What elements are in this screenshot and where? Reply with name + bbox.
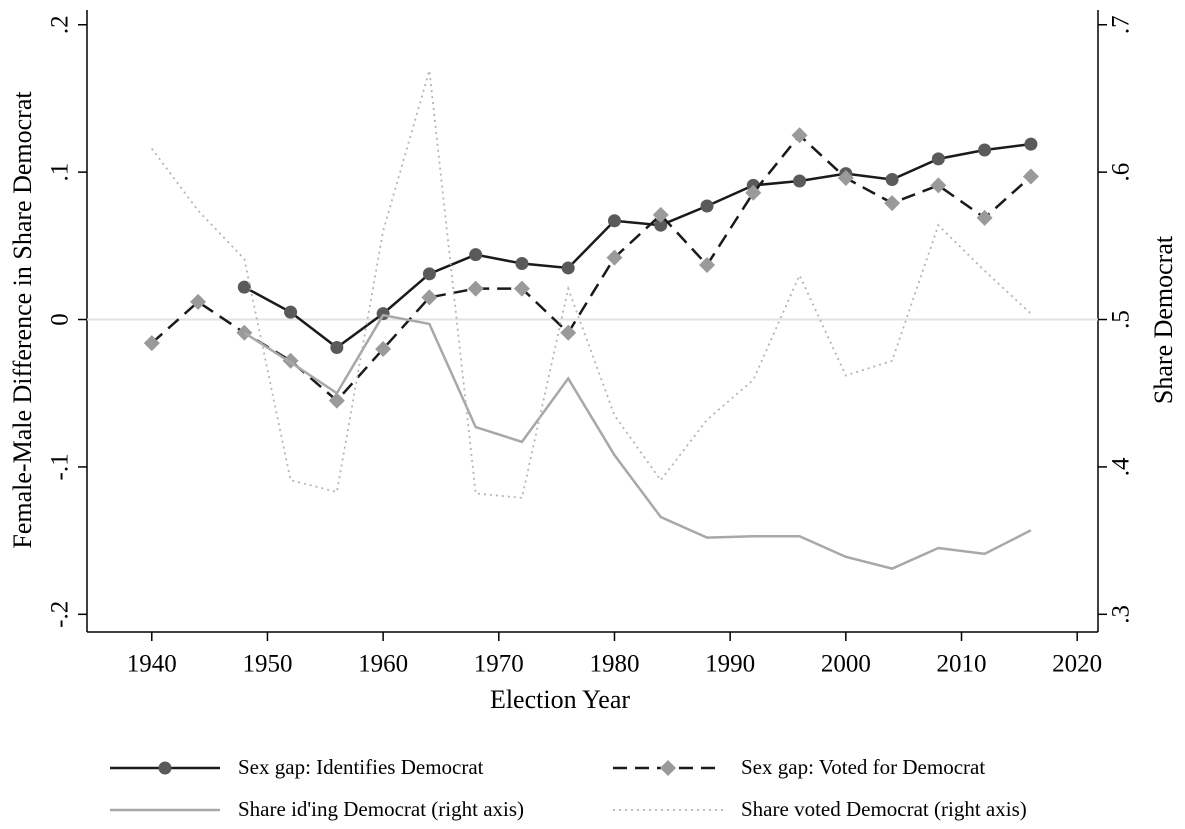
data-point bbox=[654, 218, 668, 232]
y2-tick-label: .6 bbox=[1108, 163, 1135, 182]
legend-marker bbox=[158, 761, 172, 775]
series-line bbox=[243, 313, 1032, 570]
data-point bbox=[884, 195, 901, 212]
data-point bbox=[515, 257, 529, 271]
data-point bbox=[330, 341, 344, 355]
y-tick-label: -.1 bbox=[47, 453, 74, 480]
y-tick-label: -.2 bbox=[47, 601, 74, 628]
data-point bbox=[375, 341, 392, 358]
data-point bbox=[700, 199, 714, 213]
x-tick-label: 2000 bbox=[821, 651, 871, 678]
data-point bbox=[699, 256, 716, 273]
data-point bbox=[930, 177, 947, 194]
x-tick-label: 1940 bbox=[127, 651, 177, 678]
x-tick-label: 1950 bbox=[242, 651, 292, 678]
data-point bbox=[328, 392, 345, 409]
x-axis-title: Election Year bbox=[490, 685, 630, 714]
data-point bbox=[143, 335, 160, 352]
legend-label: Sex gap: Identifies Democrat bbox=[238, 755, 484, 779]
x-tick-label: 1990 bbox=[705, 651, 755, 678]
data-point bbox=[560, 324, 577, 341]
data-point bbox=[1022, 168, 1039, 185]
data-point bbox=[561, 261, 575, 275]
data-point bbox=[422, 267, 436, 281]
data-point bbox=[885, 173, 899, 187]
data-point bbox=[1024, 137, 1038, 151]
data-point bbox=[513, 280, 530, 297]
data-point bbox=[237, 280, 251, 294]
legend-label: Share id'ing Democrat (right axis) bbox=[238, 797, 524, 821]
data-point bbox=[976, 209, 993, 226]
y2-axis-title: Share Democrat bbox=[1149, 235, 1178, 404]
y-tick-label: .1 bbox=[47, 163, 74, 182]
data-point bbox=[791, 127, 808, 144]
data-point bbox=[190, 293, 207, 310]
x-tick-label: 2010 bbox=[937, 651, 987, 678]
data-point bbox=[978, 143, 992, 157]
data-point bbox=[652, 206, 669, 223]
y2-tick-label: .7 bbox=[1108, 15, 1135, 34]
data-point bbox=[837, 170, 854, 187]
y2-tick-label: .4 bbox=[1108, 457, 1135, 476]
data-point bbox=[467, 280, 484, 297]
data-point bbox=[607, 214, 621, 228]
y2-tick-label: .3 bbox=[1108, 605, 1135, 624]
legend-label: Share voted Democrat (right axis) bbox=[741, 797, 1027, 821]
data-point bbox=[606, 249, 623, 266]
data-point bbox=[284, 305, 298, 319]
y-tick-label: 0 bbox=[47, 313, 74, 326]
data-point bbox=[793, 174, 807, 188]
x-tick-label: 1980 bbox=[589, 651, 639, 678]
data-point bbox=[469, 248, 483, 262]
data-point bbox=[421, 289, 438, 306]
y-tick-label: .2 bbox=[47, 15, 74, 34]
y-axis-title: Female-Male Difference in Share Democrat bbox=[8, 91, 37, 549]
legend-marker bbox=[660, 760, 676, 776]
data-point bbox=[745, 184, 762, 201]
y2-tick-label: .5 bbox=[1108, 310, 1135, 329]
x-tick-label: 2020 bbox=[1052, 651, 1102, 678]
series-line bbox=[243, 142, 1032, 350]
x-tick-label: 1970 bbox=[474, 651, 524, 678]
data-point bbox=[931, 152, 945, 166]
x-tick-label: 1960 bbox=[358, 651, 408, 678]
data-point bbox=[376, 307, 390, 321]
legend-label: Sex gap: Voted for Democrat bbox=[741, 755, 985, 779]
series-line bbox=[151, 70, 1032, 499]
